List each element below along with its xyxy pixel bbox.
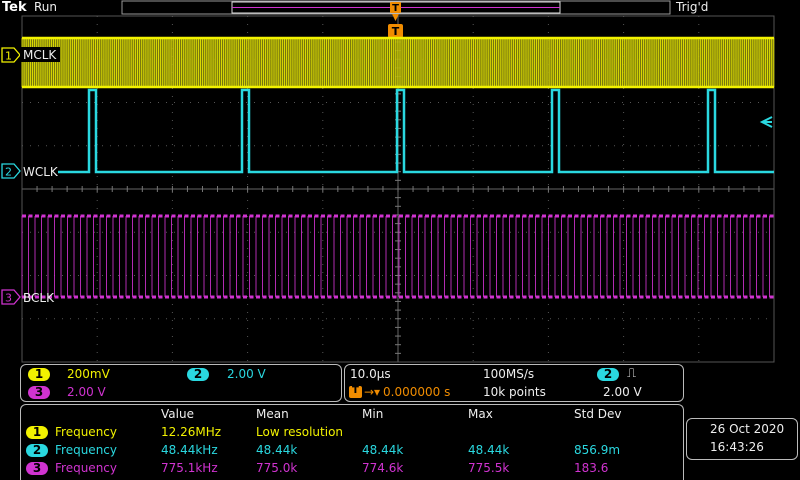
svg-text:T: T	[392, 25, 400, 38]
meas-row2-max: 48.44k	[468, 443, 510, 457]
meas-row2-value: 48.44kHz	[161, 443, 218, 457]
ch1-marker[interactable]: 1	[1, 47, 21, 63]
svg-text:2: 2	[5, 166, 12, 179]
ch1-scale[interactable]: 200mV	[67, 367, 110, 381]
trigger-delay[interactable]: 0.000000 s	[383, 385, 451, 399]
ch1-label: MCLK	[23, 48, 57, 62]
trigger-delay-icon	[349, 386, 362, 398]
svg-text:1: 1	[5, 50, 12, 63]
trigger-status: Trig'd	[676, 0, 709, 14]
meas-row3-min: 774.6k	[362, 461, 404, 475]
meas-row2-ch-badge: 2	[26, 444, 48, 457]
ch3-label: BCLK	[23, 291, 55, 305]
meas-row2-stddev: 856.9m	[574, 443, 621, 457]
meas-row3-name[interactable]: Frequency	[55, 461, 117, 475]
meas-row1-mean: Low resolution	[256, 425, 344, 439]
meas-row3-ch-badge: 3	[26, 462, 48, 475]
ch3-badge[interactable]: 3	[28, 386, 50, 399]
waveforms	[21, 36, 775, 299]
ch2-badge[interactable]: 2	[187, 368, 209, 381]
meas-row1-value: 12.26MHz	[161, 425, 222, 439]
measurements-panel[interactable]: Value Mean Min Max Std Dev 1 Frequency 1…	[20, 404, 684, 480]
meas-header-value: Value	[161, 407, 194, 421]
trigger-slope-icon[interactable]: ⎍	[627, 366, 637, 381]
trigger-channel-badge[interactable]: 2	[597, 368, 619, 381]
trigger-delay-arrow-icon: →▾	[364, 385, 381, 399]
time-display: 16:43:26	[710, 440, 764, 454]
trigger-delay-icon-letter: T	[352, 385, 359, 396]
meas-row3-max: 775.5k	[468, 461, 510, 475]
vertical-settings-panel[interactable]: 1 200mV 2 2.00 V 3 2.00 V	[20, 364, 342, 402]
ch2-marker[interactable]: 2	[1, 163, 21, 179]
ch1-badge[interactable]: 1	[28, 368, 50, 381]
trigger-level[interactable]: 2.00 V	[603, 385, 642, 399]
meas-row2-min: 48.44k	[362, 443, 404, 457]
svg-text:3: 3	[5, 292, 12, 305]
meas-row3-value: 775.1kHz	[161, 461, 218, 475]
meas-row2-name[interactable]: Frequency	[55, 443, 117, 457]
ch2-scale[interactable]: 2.00 V	[227, 367, 266, 381]
ch3-scale[interactable]: 2.00 V	[67, 385, 106, 399]
meas-row2-mean: 48.44k	[256, 443, 298, 457]
meas-header-stddev: Std Dev	[574, 407, 622, 421]
datetime-panel[interactable]: 26 Oct 2020 16:43:26	[686, 418, 798, 460]
meas-row3-stddev: 183.6	[574, 461, 609, 475]
meas-header-min: Min	[362, 407, 384, 421]
horizontal-trigger-panel[interactable]: 10.0µs 100MS/s 2 ⎍ T →▾ 0.000000 s 10k p…	[344, 364, 684, 402]
meas-header-max: Max	[468, 407, 493, 421]
meas-row1-name[interactable]: Frequency	[55, 425, 117, 439]
date-display: 26 Oct 2020	[710, 422, 785, 436]
sample-rate: 100MS/s	[483, 367, 535, 381]
meas-row1-ch-badge: 1	[26, 426, 48, 439]
meas-header-mean: Mean	[256, 407, 289, 421]
record-length[interactable]: 10k points	[483, 385, 546, 399]
svg-text:T: T	[392, 3, 399, 14]
ch2-label: WCLK	[23, 165, 59, 179]
tek-logo: Tek	[2, 0, 27, 15]
ch3-marker[interactable]: 3	[1, 289, 21, 305]
run-status[interactable]: Run	[34, 0, 58, 14]
time-per-div[interactable]: 10.0µs	[350, 367, 391, 381]
meas-row3-mean: 775.0k	[256, 461, 298, 475]
trigger-position-marker[interactable]: T T	[388, 2, 403, 38]
